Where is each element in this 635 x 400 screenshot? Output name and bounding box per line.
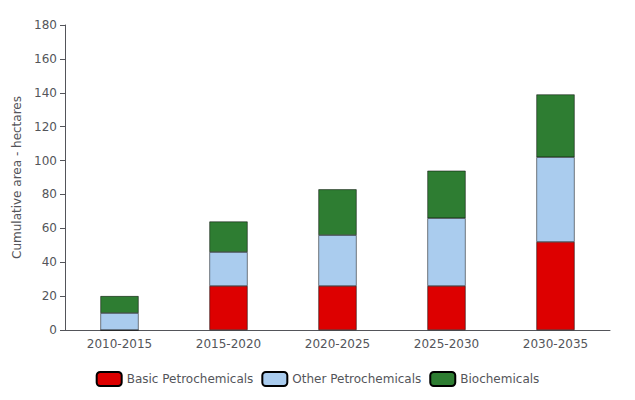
svg-text:Other Petrochemicals: Other Petrochemicals: [292, 372, 421, 386]
svg-text:80: 80: [42, 187, 57, 201]
svg-text:Cumulative area - hectares: Cumulative area - hectares: [10, 96, 24, 259]
svg-text:Biochemicals: Biochemicals: [460, 372, 539, 386]
svg-text:2010-2015: 2010-2015: [87, 337, 152, 351]
svg-text:2015-2020: 2015-2020: [196, 337, 261, 351]
svg-text:120: 120: [34, 120, 57, 134]
svg-text:100: 100: [34, 154, 57, 168]
svg-text:140: 140: [34, 86, 57, 100]
svg-text:180: 180: [34, 18, 57, 32]
svg-text:2025-2030: 2025-2030: [414, 337, 479, 351]
svg-text:60: 60: [42, 221, 57, 235]
svg-text:0: 0: [49, 323, 57, 337]
svg-text:2020-2025: 2020-2025: [305, 337, 370, 351]
svg-text:20: 20: [42, 289, 57, 303]
svg-text:160: 160: [34, 52, 57, 66]
svg-text:2030-2035: 2030-2035: [523, 337, 588, 351]
svg-text:40: 40: [42, 255, 57, 269]
svg-text:Basic Petrochemicals: Basic Petrochemicals: [127, 372, 254, 386]
